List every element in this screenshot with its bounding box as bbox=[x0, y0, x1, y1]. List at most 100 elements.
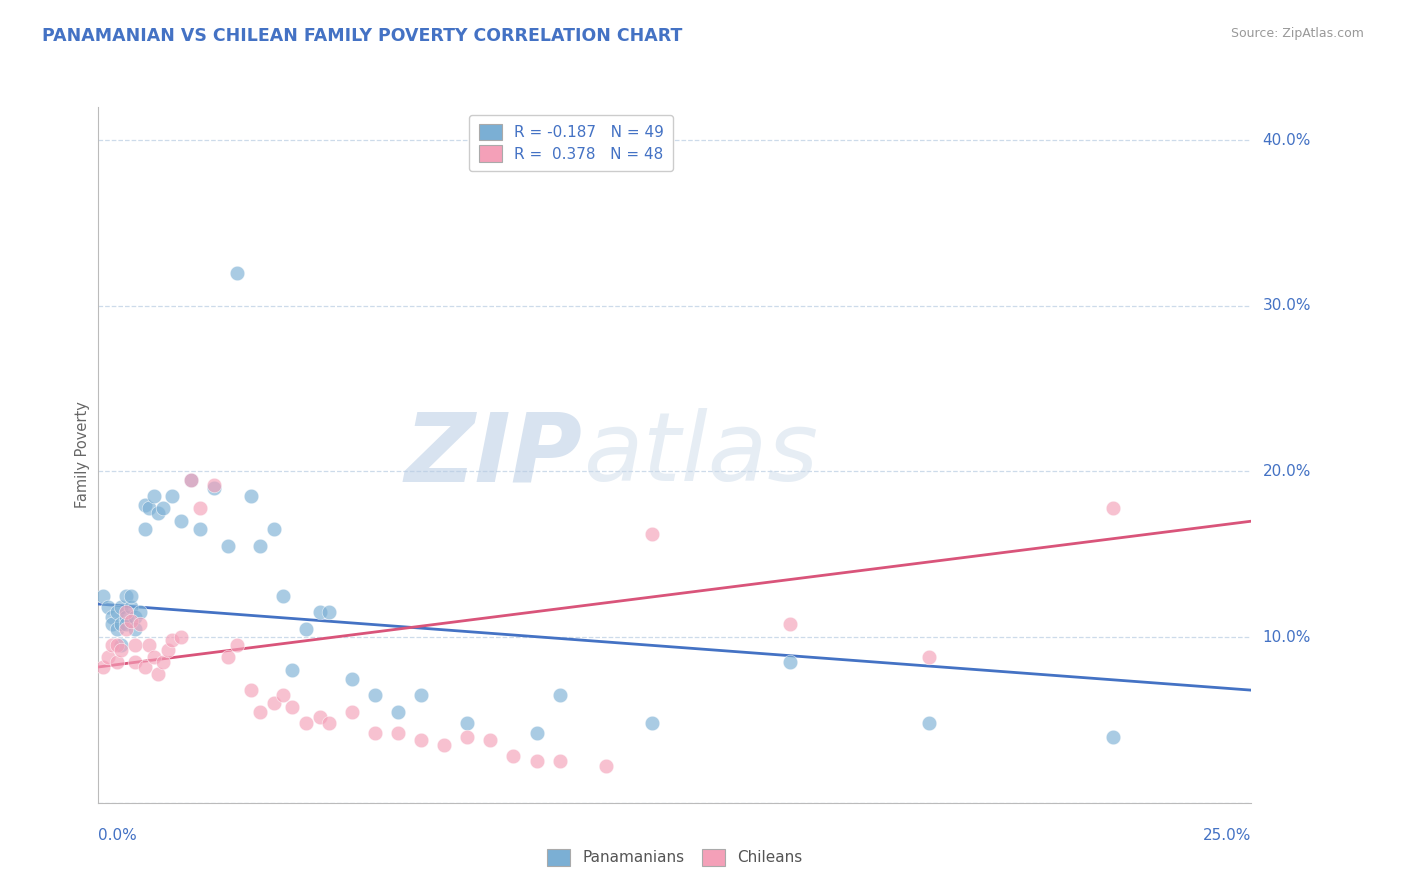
Point bbox=[281, 699, 304, 714]
Point bbox=[115, 610, 138, 624]
Text: 20.0%: 20.0% bbox=[1263, 464, 1310, 479]
Point bbox=[115, 589, 138, 603]
Point bbox=[411, 688, 433, 702]
Point bbox=[188, 500, 211, 515]
Point bbox=[318, 605, 340, 619]
Point bbox=[433, 738, 456, 752]
Point bbox=[217, 650, 239, 665]
Point bbox=[308, 605, 330, 619]
Point bbox=[411, 732, 433, 747]
Point bbox=[917, 716, 939, 731]
Point bbox=[142, 650, 165, 665]
Point bbox=[340, 672, 363, 686]
Point bbox=[110, 639, 132, 653]
Point bbox=[105, 655, 128, 669]
Text: PANAMANIAN VS CHILEAN FAMILY POVERTY CORRELATION CHART: PANAMANIAN VS CHILEAN FAMILY POVERTY COR… bbox=[42, 27, 682, 45]
Legend: Panamanians, Chileans: Panamanians, Chileans bbox=[541, 843, 808, 871]
Point bbox=[526, 755, 548, 769]
Point bbox=[456, 730, 478, 744]
Point bbox=[110, 643, 132, 657]
Point bbox=[134, 660, 156, 674]
Point bbox=[526, 726, 548, 740]
Point bbox=[105, 639, 128, 653]
Point bbox=[271, 688, 294, 702]
Point bbox=[779, 655, 801, 669]
Point bbox=[225, 639, 247, 653]
Point bbox=[387, 726, 409, 740]
Point bbox=[138, 639, 160, 653]
Point bbox=[115, 605, 138, 619]
Point bbox=[148, 506, 170, 520]
Point bbox=[160, 489, 183, 503]
Point bbox=[120, 614, 142, 628]
Text: 25.0%: 25.0% bbox=[1204, 828, 1251, 843]
Point bbox=[180, 473, 202, 487]
Point bbox=[188, 523, 211, 537]
Point bbox=[308, 709, 330, 723]
Point bbox=[340, 705, 363, 719]
Point bbox=[202, 477, 225, 491]
Point bbox=[115, 616, 138, 631]
Point bbox=[138, 500, 160, 515]
Point bbox=[249, 539, 271, 553]
Point bbox=[387, 705, 409, 719]
Point bbox=[124, 622, 146, 636]
Point bbox=[456, 716, 478, 731]
Point bbox=[124, 655, 146, 669]
Point bbox=[318, 716, 340, 731]
Point bbox=[101, 616, 124, 631]
Point bbox=[239, 489, 262, 503]
Point bbox=[249, 705, 271, 719]
Point bbox=[120, 600, 142, 615]
Point bbox=[170, 514, 193, 528]
Point bbox=[134, 498, 156, 512]
Point bbox=[148, 666, 170, 681]
Point bbox=[479, 732, 502, 747]
Point bbox=[202, 481, 225, 495]
Point bbox=[295, 716, 318, 731]
Point bbox=[180, 473, 202, 487]
Point bbox=[641, 716, 664, 731]
Point bbox=[129, 605, 152, 619]
Point bbox=[134, 523, 156, 537]
Point bbox=[170, 630, 193, 644]
Point bbox=[97, 600, 120, 615]
Point bbox=[101, 610, 124, 624]
Text: 10.0%: 10.0% bbox=[1263, 630, 1310, 645]
Point bbox=[1102, 730, 1125, 744]
Point bbox=[225, 266, 247, 280]
Point bbox=[263, 697, 285, 711]
Point bbox=[217, 539, 239, 553]
Point bbox=[110, 600, 132, 615]
Point bbox=[110, 616, 132, 631]
Point bbox=[152, 500, 174, 515]
Point bbox=[364, 726, 387, 740]
Point bbox=[105, 622, 128, 636]
Point bbox=[129, 616, 152, 631]
Point bbox=[239, 683, 262, 698]
Text: ZIP: ZIP bbox=[405, 409, 582, 501]
Text: 30.0%: 30.0% bbox=[1263, 298, 1310, 313]
Point bbox=[779, 616, 801, 631]
Point bbox=[263, 523, 285, 537]
Point bbox=[142, 489, 165, 503]
Text: 0.0%: 0.0% bbox=[98, 828, 138, 843]
Point bbox=[156, 643, 179, 657]
Point bbox=[917, 650, 939, 665]
Text: atlas: atlas bbox=[582, 409, 818, 501]
Point bbox=[124, 639, 146, 653]
Point bbox=[152, 655, 174, 669]
Point bbox=[120, 589, 142, 603]
Point bbox=[101, 639, 124, 653]
Text: 40.0%: 40.0% bbox=[1263, 133, 1310, 148]
Point bbox=[124, 610, 146, 624]
Point bbox=[105, 605, 128, 619]
Point bbox=[641, 527, 664, 541]
Text: Source: ZipAtlas.com: Source: ZipAtlas.com bbox=[1230, 27, 1364, 40]
Point bbox=[160, 633, 183, 648]
Point bbox=[1102, 500, 1125, 515]
Point bbox=[91, 589, 114, 603]
Point bbox=[548, 688, 571, 702]
Point bbox=[97, 650, 120, 665]
Point bbox=[595, 759, 617, 773]
